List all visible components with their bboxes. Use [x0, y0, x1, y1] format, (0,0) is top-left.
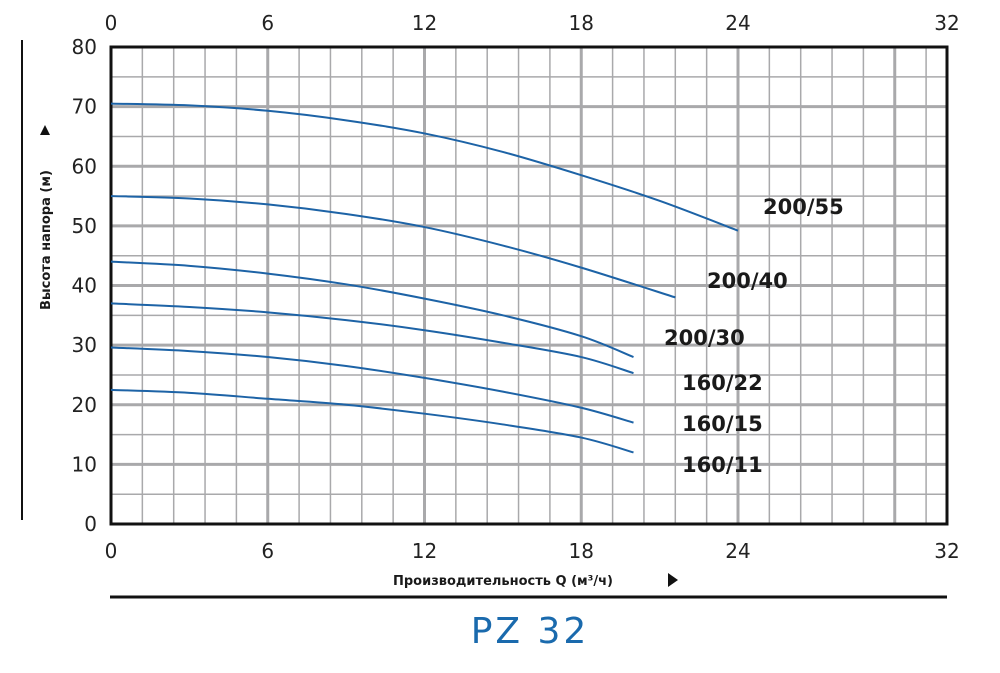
curve-160-22: [110, 302, 634, 375]
y-tick-label: 60: [72, 154, 97, 178]
x-tick-label: 24: [725, 539, 750, 563]
curve-160-11: [110, 388, 634, 454]
y-tick-label: 20: [72, 393, 97, 417]
x-tick-label: 6: [261, 539, 274, 563]
y-tick-label: 10: [72, 452, 97, 476]
x-tick-label: 18: [569, 11, 594, 35]
y-tick-label: 50: [72, 214, 97, 238]
x-tick-label: 32: [934, 539, 959, 563]
curve-label: 200/30: [664, 326, 745, 350]
x-tick-label: 0: [105, 11, 118, 35]
y-tick-label: 0: [84, 512, 97, 536]
y-tick-label: 80: [72, 35, 97, 59]
y-tick-label: 70: [72, 95, 97, 119]
curve-label: 200/55: [763, 195, 844, 219]
x-tick-label: 12: [412, 11, 437, 35]
x-tick-label: 24: [725, 11, 750, 35]
y-axis-label: Высота напора (м): [39, 170, 54, 310]
curve-label: 160/15: [682, 412, 763, 436]
chart-title: PZ 32: [471, 611, 590, 652]
curve-label: 200/40: [707, 269, 788, 293]
curve-label: 160/11: [682, 453, 763, 477]
grid: [109, 45, 949, 526]
x-tick-label: 0: [105, 539, 118, 563]
y-tick-label: 30: [72, 333, 97, 357]
curve-200-55: [110, 102, 739, 232]
curve-200-30: [110, 260, 634, 358]
plot-frame: [109, 45, 949, 526]
curve-160-15: [110, 346, 634, 424]
x-tick-label: 12: [412, 539, 437, 563]
curves: 200/55 200/40 200/30 160/22 160/15 160/11: [110, 102, 844, 477]
x-tick-label: 18: [569, 539, 594, 563]
curve-200-40: [110, 195, 676, 299]
curve-label: 160/22: [682, 371, 763, 395]
x-arrow-icon: [668, 573, 678, 587]
x-tick-label: 6: [261, 11, 274, 35]
y-tick-label: 40: [72, 274, 97, 298]
y-arrow-icon: [40, 125, 50, 135]
x-tick-label: 32: [934, 11, 959, 35]
x-axis-label: Производительность Q (м³/ч): [393, 574, 613, 589]
